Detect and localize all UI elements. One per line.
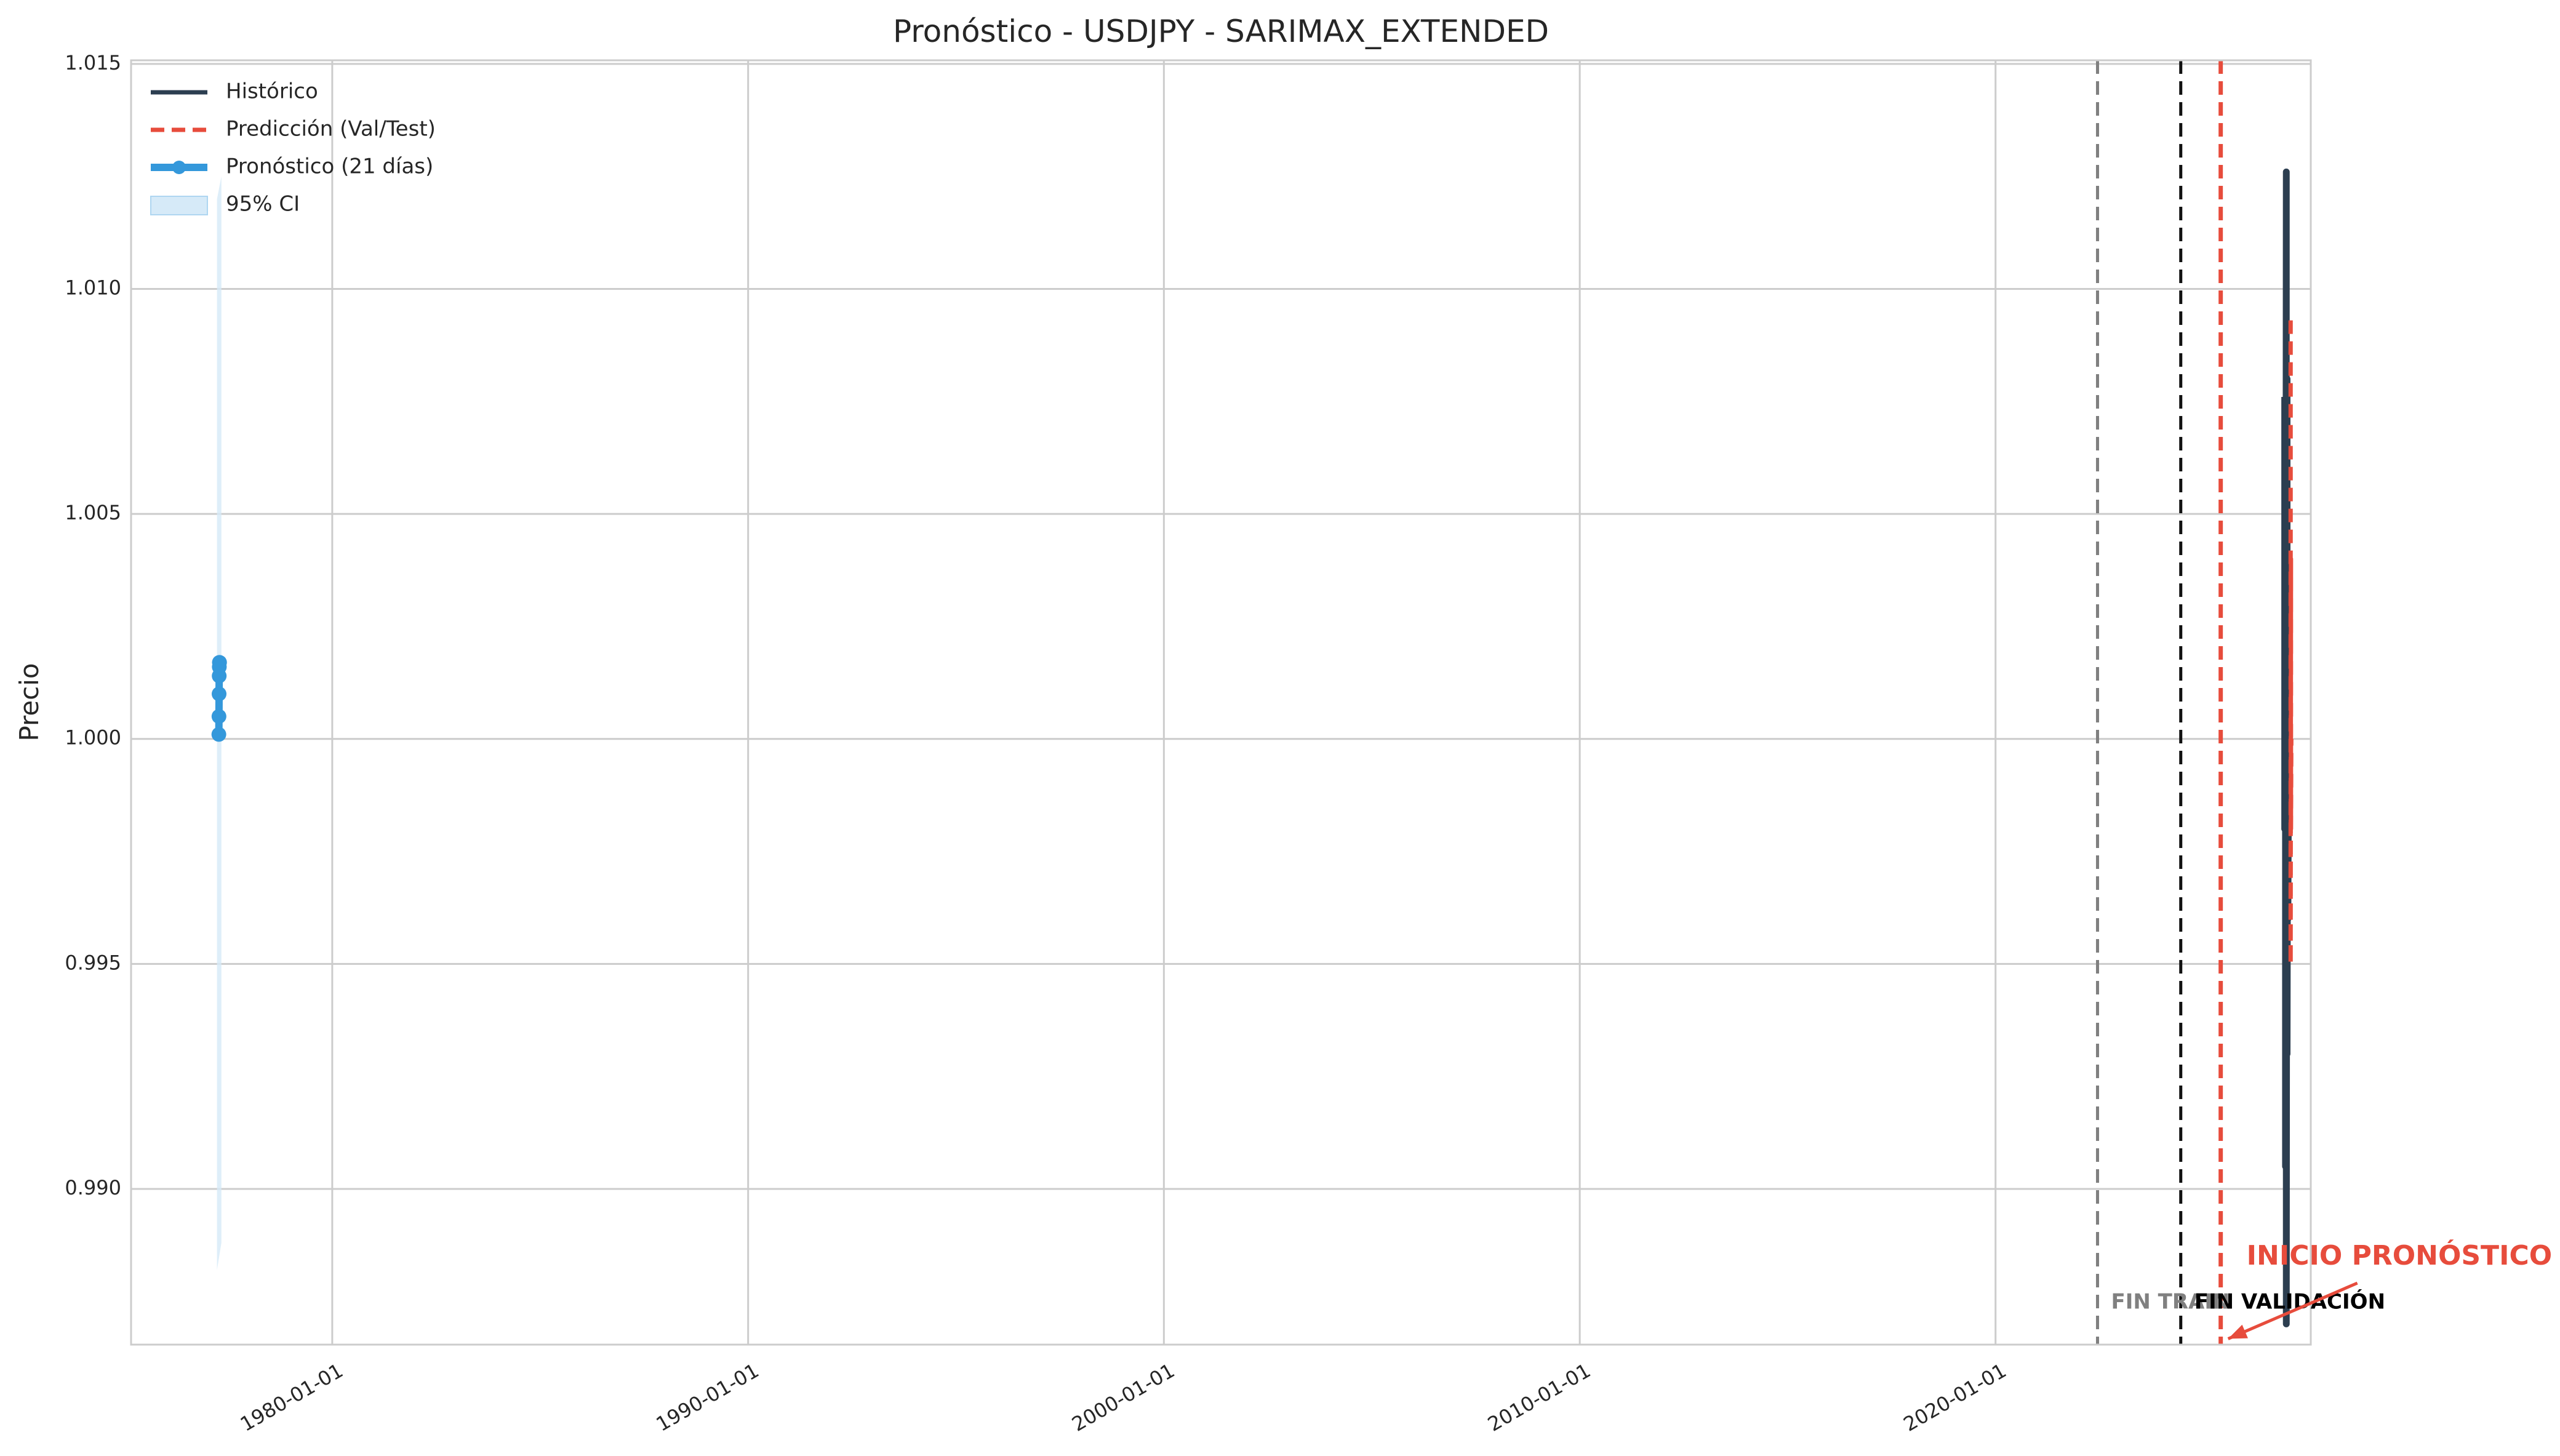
forecast-annotation: INICIO PRONÓSTICO bbox=[2247, 1239, 2552, 1271]
y-tick-label: 1.015 bbox=[65, 51, 121, 74]
plot-frame bbox=[130, 59, 2312, 1346]
y-tick-label: 1.010 bbox=[65, 276, 121, 299]
legend-label: Pronóstico (21 días) bbox=[226, 154, 433, 179]
vertical-lines bbox=[2095, 60, 2223, 1345]
y-tick-label: 0.995 bbox=[65, 951, 121, 974]
y-tick-label: 0.990 bbox=[65, 1176, 121, 1199]
vertical-line-label: FIN VALIDACIÓN bbox=[2194, 1289, 2385, 1314]
legend-label: Histórico bbox=[226, 79, 318, 104]
y-tick-label: 1.005 bbox=[65, 501, 121, 524]
legend: Histórico Predicción (Val/Test) Pronóstico… bbox=[150, 79, 436, 217]
legend-swatch bbox=[150, 196, 208, 215]
vertical-line-label: FIN TRAIN bbox=[2111, 1290, 2230, 1314]
forecast-point bbox=[212, 686, 227, 702]
series-layer bbox=[211, 168, 2294, 1327]
forecast-point bbox=[211, 709, 226, 724]
prediction-line bbox=[2288, 320, 2294, 966]
y-axis-ticks: 0.990 0.995 1.000 1.005 1.010 1.015 bbox=[65, 51, 121, 1199]
legend-label: Predicción (Val/Test) bbox=[226, 117, 436, 142]
y-axis-label: Precio bbox=[14, 663, 44, 741]
grid-lines bbox=[131, 60, 2311, 1345]
legend-marker bbox=[172, 161, 186, 174]
historical-line bbox=[2281, 168, 2292, 1327]
annotation-arrow bbox=[2227, 1281, 2358, 1340]
forecast-point bbox=[211, 727, 226, 742]
annotation-arrow-head bbox=[2228, 1324, 2248, 1339]
y-tick-label: 1.000 bbox=[65, 726, 121, 750]
chart-title: Pronóstico - USDJPY - SARIMAX_EXTENDED bbox=[893, 14, 1549, 49]
legend-label: 95% CI bbox=[226, 192, 300, 217]
forecast-point bbox=[212, 655, 227, 670]
